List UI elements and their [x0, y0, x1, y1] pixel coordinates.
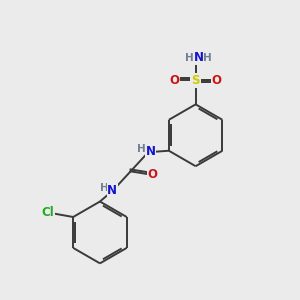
- Text: H: H: [100, 182, 109, 193]
- Text: O: O: [212, 74, 222, 87]
- Text: H: H: [185, 52, 194, 62]
- Text: H: H: [137, 144, 146, 154]
- Text: N: N: [107, 184, 117, 197]
- Text: H: H: [203, 52, 212, 62]
- Text: S: S: [191, 74, 200, 87]
- Text: O: O: [169, 74, 179, 87]
- Text: N: N: [194, 51, 204, 64]
- Text: Cl: Cl: [42, 206, 55, 219]
- Text: N: N: [146, 145, 156, 158]
- Text: O: O: [148, 168, 158, 182]
